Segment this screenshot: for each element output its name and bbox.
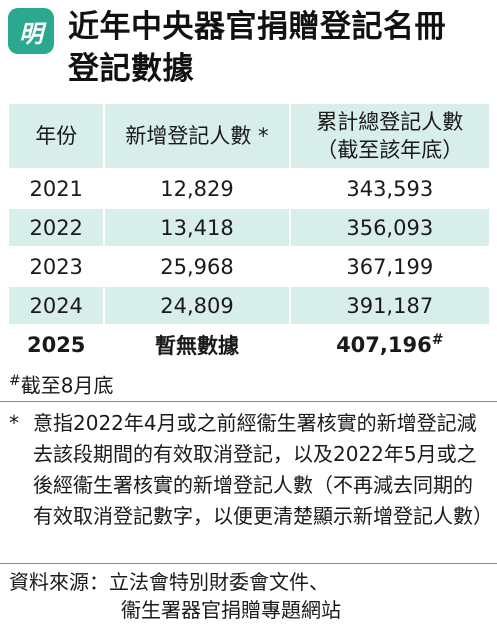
footnote-star-symbol: * [9,411,19,435]
source-line1: 資料來源：立法會特別財委會文件、 [9,570,329,594]
footnote-star: * 意指2022年4月或之前經衞生署核實的新增登記減去該段期間的有效取消登記，以… [9,408,493,532]
footnote-hash: #截至8月底 [9,368,113,399]
cell-year: 2024 [9,285,106,325]
title-line-2: 登記數據 [68,51,194,87]
table-row: 2025 暫無數據 407,196# [9,324,489,363]
cell-new: 25,968 [104,246,291,286]
cell-total: 391,187 [289,285,489,325]
registration-table: 年份 新增登記人數 * 累計總登記人數 （截至該年底） 2021 12,829 … [9,104,489,363]
table-row: 2021 12,829 343,593 [9,168,489,208]
cell-year: 2022 [9,207,106,247]
cell-new: 24,809 [104,285,291,325]
source-line2: 衞生署器官捐贈專題網站 [121,598,341,622]
table-row: 2022 13,418 356,093 [9,207,489,247]
table-row: 2023 25,968 367,199 [9,246,489,286]
header: 明 近年中央器官捐贈登記名冊 登記數據 [8,6,493,92]
header-year: 年份 [9,104,106,169]
page-title: 近年中央器官捐贈登記名冊 登記數據 [68,6,493,90]
cell-new: 13,418 [104,207,291,247]
cell-total: 356,093 [289,207,489,247]
header-total: 累計總登記人數 （截至該年底） [289,104,489,169]
title-line-1: 近年中央器官捐贈登記名冊 [68,9,446,45]
logo: 明 [8,8,54,54]
footnote-star-text: 意指2022年4月或之前經衞生署核實的新增登記減去該段期間的有效取消登記，以及2… [33,411,493,528]
footnote-hash-text: 截至8月底 [20,373,114,398]
hash-mark: # [431,331,444,348]
divider [0,401,497,402]
cell-total: 343,593 [289,168,489,208]
cell-new: 12,829 [104,168,291,208]
cell-year: 2025 [9,324,106,363]
cell-year: 2023 [9,246,106,286]
cell-year: 2021 [9,168,106,208]
cell-new: 暫無數據 [104,324,291,363]
table-row: 2024 24,809 391,187 [9,285,489,325]
header-total-line1: 累計總登記人數 [316,110,464,134]
cell-total: 367,199 [289,246,489,286]
footnote-hash-symbol: # [9,373,21,389]
cell-total: 407,196# [289,324,489,363]
cell-total-value: 407,196 [336,332,432,357]
header-new: 新增登記人數 * [104,104,291,169]
table-header-row: 年份 新增登記人數 * 累計總登記人數 （截至該年底） [9,104,489,169]
source-note: 資料來源：立法會特別財委會文件、 衞生署器官捐贈專題網站 [9,568,489,624]
header-total-line2: （截至該年底） [316,138,464,162]
divider [0,563,497,564]
